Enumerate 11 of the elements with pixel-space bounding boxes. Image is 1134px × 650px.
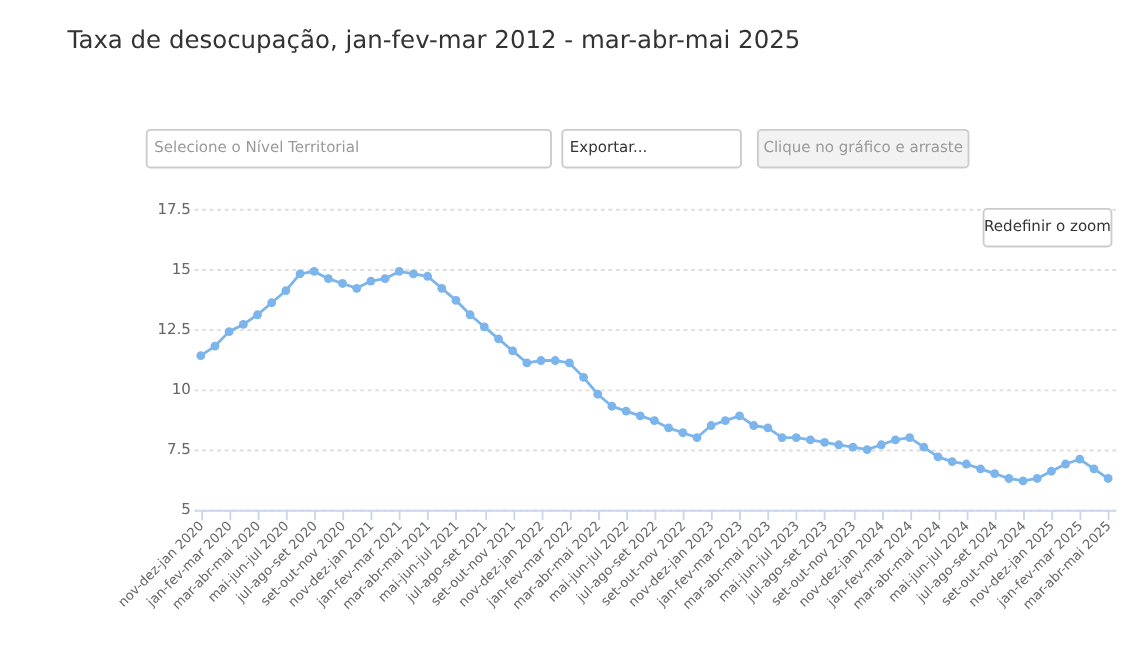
- annotation: Redefinir o zoom: [984, 217, 1111, 236]
- y-tick-label: 7.5: [166, 440, 192, 459]
- text: Clique no gráfico e arraste: [763, 138, 964, 157]
- text: Exportar...: [569, 138, 648, 157]
- y-tick-label: 10: [171, 380, 192, 399]
- text: Selecione o Nível Territorial: [154, 138, 360, 157]
- chart-title: Taxa de desocupação, jan-fev-mar 2012 - mar-abr-mai 2025: [65, 26, 801, 55]
- y-tick-label: 5: [181, 500, 192, 519]
- y-tick-label: 12.5: [157, 319, 192, 338]
- y-tick-label: 15: [171, 259, 192, 278]
- y-tick-label: 17.5: [157, 199, 192, 218]
